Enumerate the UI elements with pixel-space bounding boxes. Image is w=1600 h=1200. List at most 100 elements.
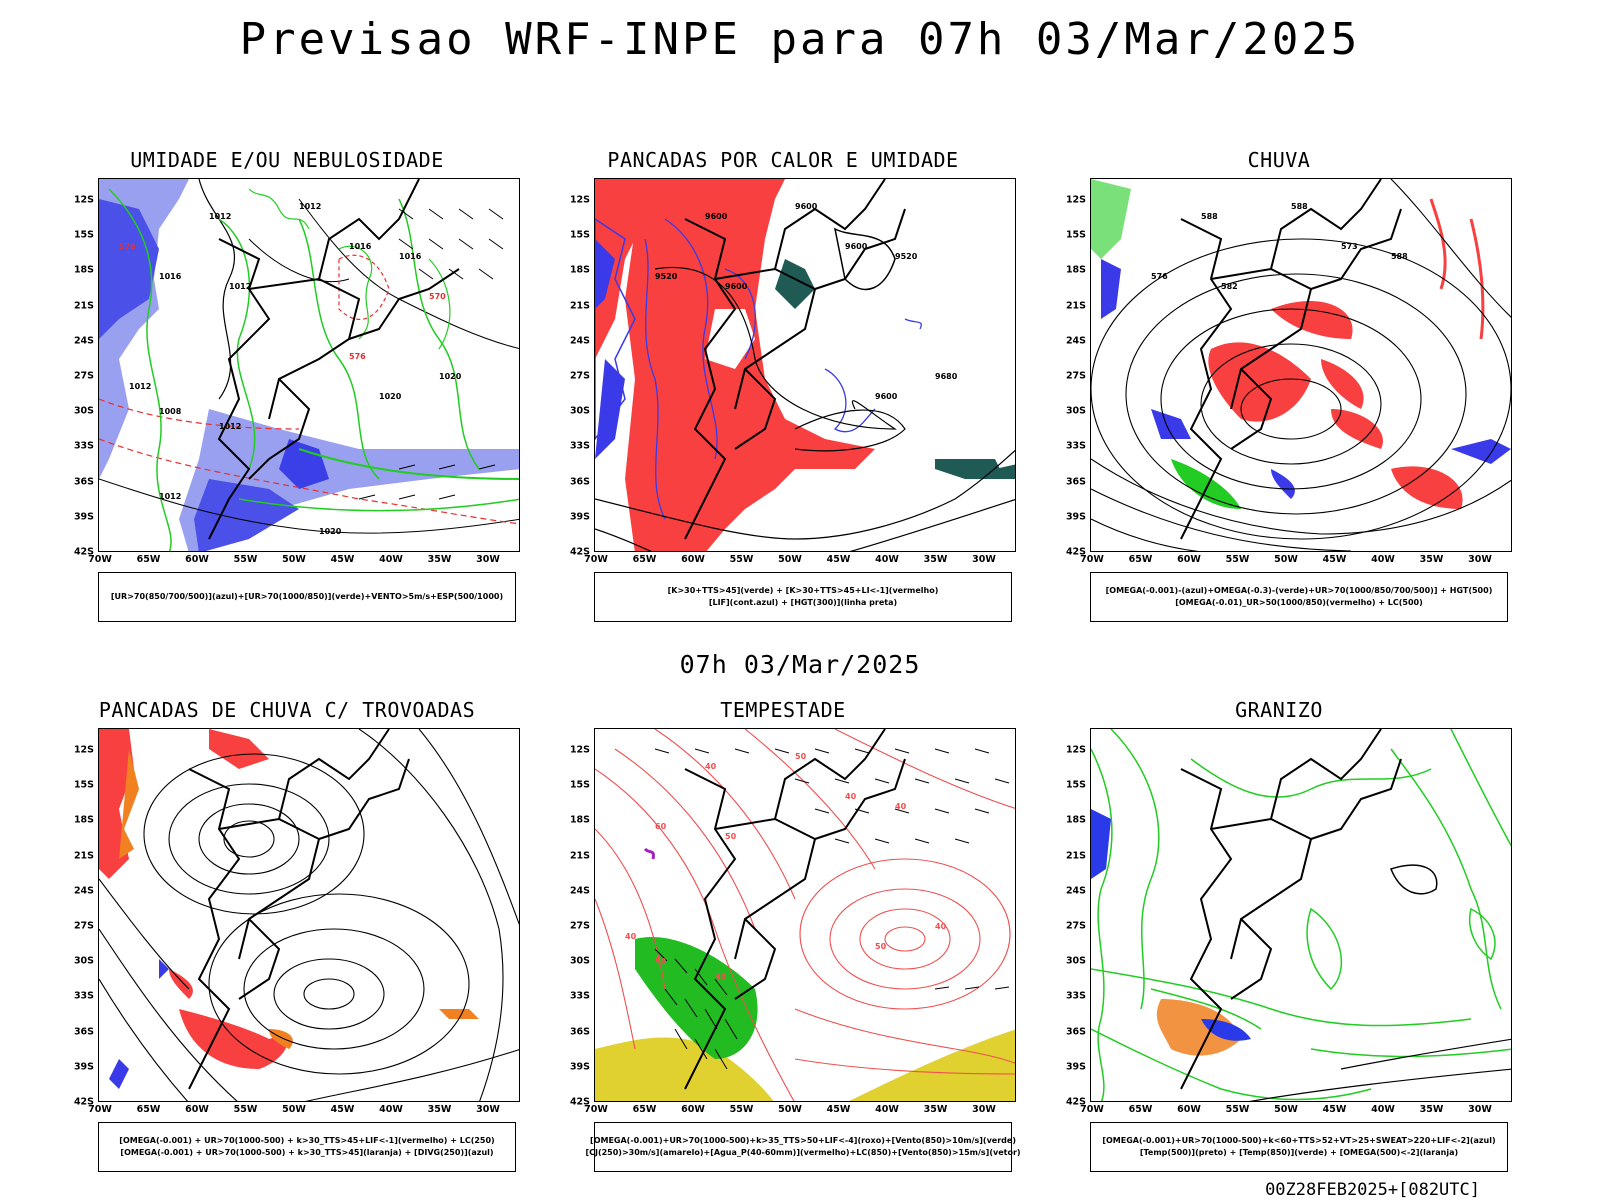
legend-line: [OMEGA(-0.001)+UR>70(1000-500)+k>35_TTS>… xyxy=(590,1136,1016,1145)
map-granizo[interactable] xyxy=(1090,728,1512,1102)
latitude-axis: 12S 15S 18S 21S 24S 27S 30S 33S 36S 39S 42S xyxy=(1044,728,1088,1108)
map-trovoadas[interactable] xyxy=(98,728,520,1102)
contour-value-label: 576 xyxy=(119,242,136,251)
contour-value-label: 570 xyxy=(429,292,446,301)
lat-tick-label: 39S xyxy=(1065,511,1086,523)
valid-time-label: 07h 03/Mar/2025 xyxy=(679,650,921,679)
lon-tick-label: 55W xyxy=(729,1104,754,1115)
lon-tick-label: 70W xyxy=(88,1104,112,1115)
legend-line: [OMEGA(-0.001)-(azul)+OMEGA(-0.3)-(verde… xyxy=(1105,586,1493,595)
lat-tick-label: 33S xyxy=(73,440,94,452)
contour-value-label: 40 xyxy=(705,762,717,771)
lat-tick-label: 36S xyxy=(1065,476,1086,488)
longitude-axis: 70W 65W 60W 55W 50W 45W 40W 35W 30W xyxy=(1080,1104,1512,1118)
lat-tick-label: 30S xyxy=(1065,405,1086,417)
lat-tick-label: 39S xyxy=(569,511,590,523)
lon-tick-label: 40W xyxy=(875,554,899,565)
latitude-axis: 12S 15S 18S 21S 24S 27S 30S 33S 36S 39S 42S xyxy=(1044,178,1088,558)
legend-line: [Temp(500)](preto) + [Temp(850)](verde) … xyxy=(1139,1148,1459,1157)
lat-tick-label: 18S xyxy=(569,814,590,826)
panel-title: PANCADAS DE CHUVA C/ TROVOADAS xyxy=(98,698,476,722)
map-tempestade[interactable]: 40 50 40 60 50 40 40 50 40 50 40 xyxy=(594,728,1016,1102)
longitude-axis: 70W 65W 60W 55W 50W 45W 40W 35W 30W xyxy=(88,554,520,568)
legend-line: [K>30+TTS>45](verde) + [K>30+TTS>45+LI<-… xyxy=(667,586,939,595)
lon-tick-label: 30W xyxy=(1468,554,1492,565)
lat-tick-label: 39S xyxy=(73,1061,94,1073)
legend-box: [OMEGA(-0.001)-(azul)+OMEGA(-0.3)-(verde… xyxy=(1090,572,1508,622)
lon-tick-label: 50W xyxy=(282,1104,306,1115)
latitude-axis: 12S 15S 18S 21S 24S 27S 30S 33S 36S 39S 42S xyxy=(548,178,592,558)
lon-tick-label: 60W xyxy=(185,554,209,565)
lon-tick-label: 55W xyxy=(1225,554,1250,565)
lon-tick-label: 40W xyxy=(1371,1104,1395,1115)
lon-tick-label: 50W xyxy=(778,1104,802,1115)
contour-value-label: 9600 xyxy=(845,242,868,251)
lat-tick-label: 18S xyxy=(569,264,590,276)
legend-box: [UR>70(850/700/500)](azul)+[UR>70(1000/8… xyxy=(98,572,516,622)
contour-value-label: 1016 xyxy=(349,242,372,251)
lon-tick-label: 45W xyxy=(1322,1104,1347,1115)
lat-tick-label: 30S xyxy=(1065,955,1086,967)
lat-tick-label: 42S xyxy=(1065,1096,1086,1108)
contour-value-label: 1012 xyxy=(219,422,241,431)
lon-tick-label: 70W xyxy=(1080,554,1104,565)
contour-value-label: 50 xyxy=(655,957,667,966)
legend-line: [LIF](cont.azul) + [HGT(300)](linha pret… xyxy=(708,598,898,607)
panel-umidade: UMIDADE E/OU NEBULOSIDADE 12S 15S 18S 21S 24… xyxy=(52,148,522,628)
lon-tick-label: 40W xyxy=(1371,554,1395,565)
lon-tick-label: 70W xyxy=(584,1104,608,1115)
lon-tick-label: 40W xyxy=(379,554,403,565)
lat-tick-label: 21S xyxy=(73,300,94,312)
lon-tick-label: 30W xyxy=(972,1104,996,1115)
legend-line: [OMEGA(-0.01)_UR>50(1000/850)(vermelho) … xyxy=(1175,598,1423,607)
lat-tick-label: 33S xyxy=(569,990,590,1002)
lon-tick-label: 50W xyxy=(1274,554,1298,565)
page-title: Previsao WRF-INPE para 07h 03/Mar/2025 xyxy=(239,14,1361,65)
legend-line: [UR>70(850/700/500)](azul)+[UR>70(1000/8… xyxy=(110,592,504,601)
lon-tick-label: 40W xyxy=(379,1104,403,1115)
lat-tick-label: 24S xyxy=(73,335,94,347)
lon-tick-label: 30W xyxy=(972,554,996,565)
lat-tick-label: 39S xyxy=(569,1061,590,1073)
lat-tick-label: 27S xyxy=(1065,920,1086,932)
lat-tick-label: 24S xyxy=(1065,885,1086,897)
lat-tick-label: 18S xyxy=(73,264,94,276)
map-chuva[interactable]: 588 588 573 576 582 588 xyxy=(1090,178,1512,552)
lon-tick-label: 65W xyxy=(136,1104,161,1115)
lat-tick-label: 15S xyxy=(73,779,94,791)
lon-tick-label: 35W xyxy=(1419,554,1444,565)
contour-value-label: 9520 xyxy=(895,252,918,261)
lat-tick-label: 42S xyxy=(73,1096,94,1108)
contour-value-label: 576 xyxy=(349,352,366,361)
lat-tick-label: 36S xyxy=(569,1026,590,1038)
contour-value-label: 50 xyxy=(795,752,807,761)
lat-tick-label: 42S xyxy=(569,1096,590,1108)
lon-tick-label: 35W xyxy=(923,1104,948,1115)
lat-tick-label: 27S xyxy=(569,920,590,932)
contour-value-label: 50 xyxy=(875,942,887,951)
lon-tick-label: 65W xyxy=(632,1104,657,1115)
lon-tick-label: 55W xyxy=(233,554,258,565)
lat-tick-label: 15S xyxy=(569,779,590,791)
map-pancadas-calor[interactable]: 9600 9600 9600 9520 9600 9520 9680 9600 xyxy=(594,178,1016,552)
contour-value-label: 60 xyxy=(655,822,667,831)
lon-tick-label: 35W xyxy=(427,554,452,565)
panel-title: TEMPESTADE xyxy=(720,698,846,722)
contour-value-label: 40 xyxy=(625,932,637,941)
contour-value-label: 1012 xyxy=(209,212,231,221)
lat-tick-label: 36S xyxy=(73,1026,94,1038)
lat-tick-label: 42S xyxy=(569,546,590,558)
longitude-axis: 70W 65W 60W 55W 50W 45W 40W 35W 30W xyxy=(88,1104,520,1118)
contour-value-label: 1012 xyxy=(299,202,321,211)
legend-line: [OMEGA(-0.001) + UR>70(1000-500) + k>30_… xyxy=(119,1136,495,1145)
panel-title: UMIDADE E/OU NEBULOSIDADE xyxy=(130,148,444,172)
lon-tick-label: 45W xyxy=(330,1104,355,1115)
lat-tick-label: 33S xyxy=(1065,440,1086,452)
contour-value-label: 9600 xyxy=(795,202,818,211)
lon-tick-label: 50W xyxy=(282,554,306,565)
lat-tick-label: 39S xyxy=(1065,1061,1086,1073)
lat-tick-label: 12S xyxy=(569,744,590,756)
map-umidade[interactable]: 1012 1012 1016 1016 1012 1016 1020 1020 1012 1008… xyxy=(98,178,520,552)
contour-value-label: 1012 xyxy=(129,382,151,391)
contour-value-label: 40 xyxy=(715,972,727,981)
